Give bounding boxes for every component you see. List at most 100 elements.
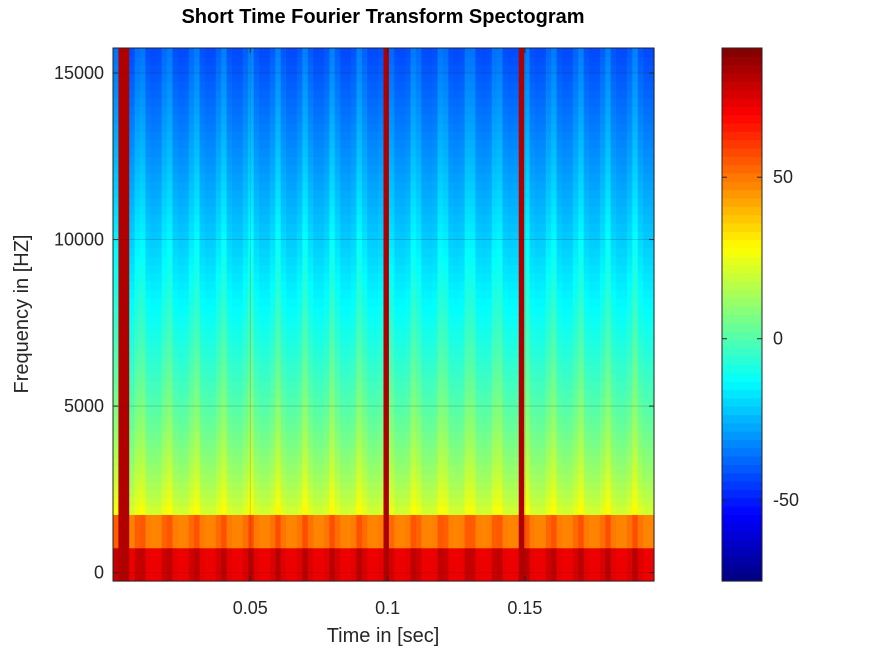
heatmap-cell <box>351 381 358 391</box>
heatmap-cell <box>221 247 228 257</box>
heatmap-cell <box>177 72 184 82</box>
heatmap-cell <box>134 164 141 174</box>
heatmap-cell <box>383 397 390 407</box>
heatmap-cell <box>480 48 487 57</box>
heatmap-cell <box>286 222 293 232</box>
heatmap-cell <box>340 256 347 266</box>
heatmap-cell <box>118 214 125 224</box>
heatmap-cell <box>253 256 260 266</box>
heatmap-cell <box>351 464 358 474</box>
heatmap-cell <box>113 472 120 482</box>
heatmap-cell <box>378 172 385 182</box>
heatmap-cell <box>340 464 347 474</box>
heatmap-cell <box>210 539 217 549</box>
heatmap-cell <box>351 281 358 291</box>
heatmap-cell <box>361 456 368 466</box>
heatmap-cell <box>459 97 466 107</box>
heatmap-cell <box>470 181 477 191</box>
heatmap-cell <box>204 289 211 299</box>
heatmap-cell <box>464 247 471 257</box>
heatmap-cell <box>356 272 363 282</box>
heatmap-cell <box>269 64 276 74</box>
heatmap-cell <box>399 372 406 382</box>
heatmap-cell <box>388 131 395 141</box>
heatmap-cell <box>475 372 482 382</box>
heatmap-cell <box>296 114 303 124</box>
heatmap-cell <box>237 231 244 241</box>
heatmap-cell <box>145 439 152 449</box>
heatmap-cell <box>399 539 406 549</box>
heatmap-cell <box>269 297 276 307</box>
heatmap-cell <box>307 48 314 57</box>
heatmap-cell <box>237 497 244 507</box>
heatmap-cell <box>502 139 509 149</box>
heatmap-cell <box>259 331 266 341</box>
heatmap-cell <box>497 181 504 191</box>
heatmap-cell <box>232 72 239 82</box>
heatmap-cell <box>361 156 368 166</box>
heatmap-cell <box>518 89 525 99</box>
heatmap-cell <box>378 439 385 449</box>
heatmap-cell <box>215 247 222 257</box>
heatmap-cell <box>269 472 276 482</box>
heatmap-cell <box>524 564 531 574</box>
heatmap-cell <box>291 114 298 124</box>
heatmap-cell <box>448 272 455 282</box>
heatmap-cell <box>291 72 298 82</box>
heatmap-cell <box>394 156 401 166</box>
heatmap-cell <box>513 314 520 324</box>
heatmap-cell <box>356 247 363 257</box>
heatmap-cell <box>410 147 417 157</box>
heatmap-cell <box>372 472 379 482</box>
heatmap-cell <box>210 547 217 557</box>
heatmap-cell <box>367 231 374 241</box>
heatmap-cell <box>167 289 174 299</box>
heatmap-cell <box>221 414 228 424</box>
heatmap-cell <box>313 406 320 416</box>
heatmap-cell <box>372 364 379 374</box>
heatmap-cell <box>264 547 271 557</box>
heatmap-cell <box>150 497 157 507</box>
heatmap-cell <box>340 481 347 490</box>
heatmap-cell <box>367 181 374 191</box>
heatmap-cell <box>167 431 174 441</box>
heatmap-cell <box>204 106 211 116</box>
heatmap-cell <box>351 239 358 249</box>
heatmap-cell <box>204 472 211 482</box>
heatmap-cell <box>253 114 260 124</box>
heatmap-cell <box>394 389 401 399</box>
heatmap-cell <box>507 239 514 249</box>
heatmap-cell <box>156 172 163 182</box>
heatmap-cell <box>388 322 395 332</box>
heatmap-cell <box>464 472 471 482</box>
heatmap-cell <box>237 339 244 349</box>
heatmap-cell <box>183 131 190 141</box>
heatmap-cell <box>470 489 477 499</box>
heatmap-cell <box>345 81 352 91</box>
heatmap-cell <box>464 556 471 565</box>
heatmap-cell <box>264 239 271 249</box>
heatmap-cell <box>183 389 190 399</box>
heatmap-cell <box>334 206 341 216</box>
heatmap-cell <box>134 114 141 124</box>
heatmap-cell <box>113 497 120 507</box>
heatmap-cell <box>313 281 320 291</box>
heatmap-cell <box>345 214 352 224</box>
heatmap-cell <box>334 556 341 565</box>
heatmap-cell <box>280 289 287 299</box>
heatmap-cell <box>226 97 233 107</box>
heatmap-cell <box>351 72 358 82</box>
heatmap-cell <box>394 164 401 174</box>
heatmap-cell <box>367 456 374 466</box>
heatmap-cell <box>470 314 477 324</box>
heatmap-cell <box>286 231 293 241</box>
heatmap-cell <box>345 381 352 391</box>
heatmap-cell <box>351 314 358 324</box>
heatmap-cell <box>443 206 450 216</box>
heatmap-cell <box>518 489 525 499</box>
heatmap-cell <box>459 48 466 57</box>
heatmap-cell <box>356 156 363 166</box>
heatmap-cell <box>140 514 147 524</box>
heatmap-cell <box>134 156 141 166</box>
heatmap-cell <box>475 81 482 91</box>
